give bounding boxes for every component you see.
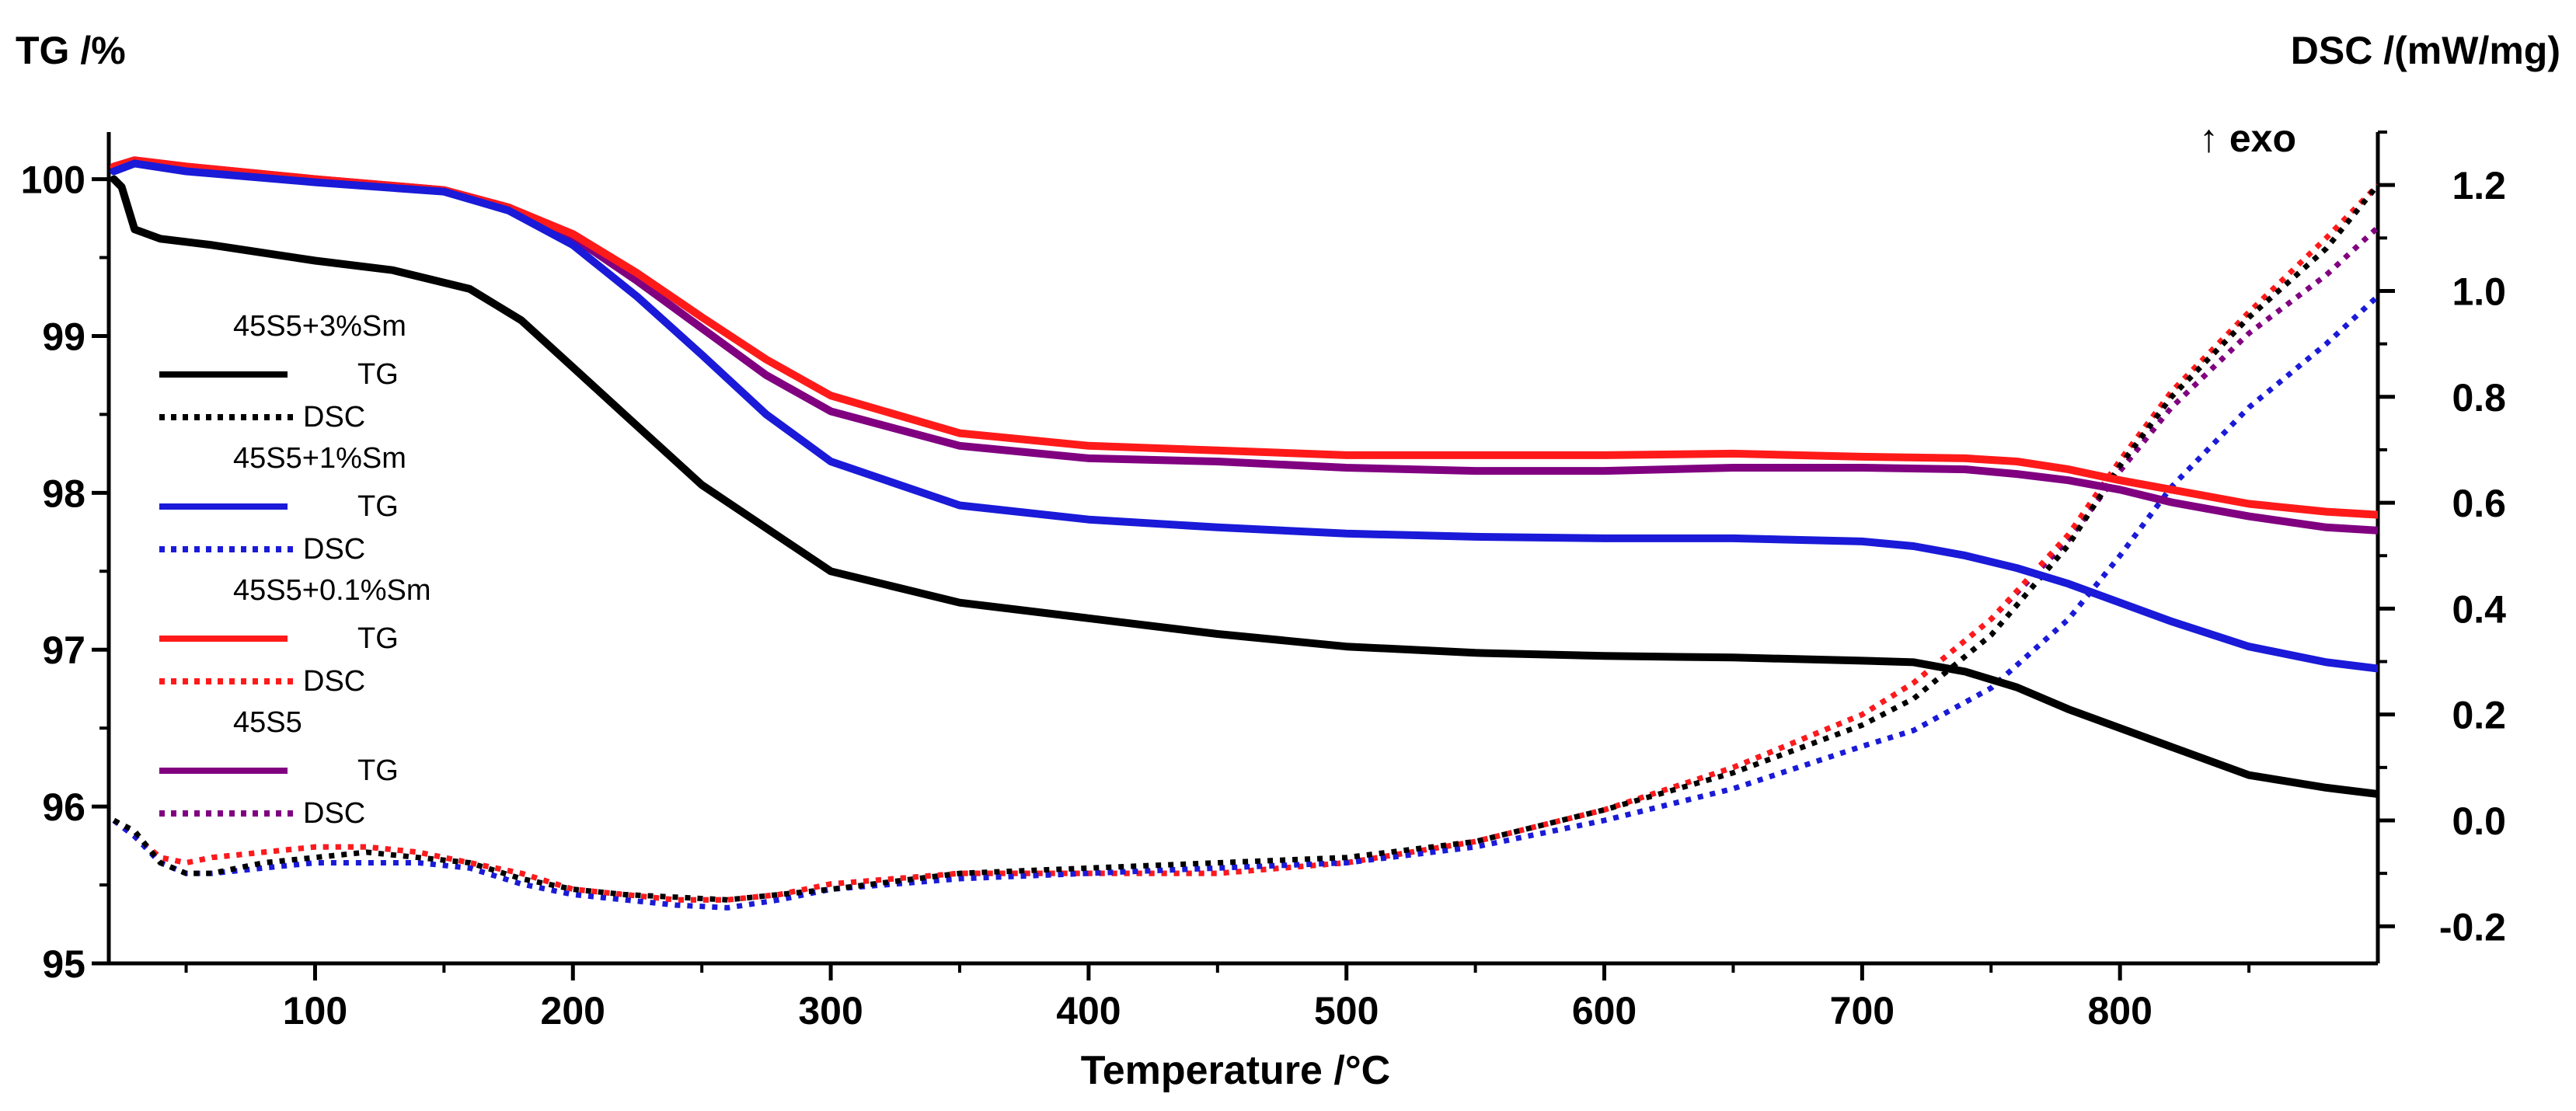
x-axis-ticks: 100 200 300 400 500 600 700 800 bbox=[184, 963, 2251, 1033]
y-right-tick-label: 0.6 bbox=[2452, 482, 2506, 525]
x-tick-label: 500 bbox=[1314, 989, 1379, 1033]
y-left-tick-label: 100 bbox=[21, 158, 85, 202]
y-left-tick-label: 99 bbox=[42, 315, 85, 358]
x-tick-label: 100 bbox=[283, 989, 347, 1033]
y-right-tick-label: 0.4 bbox=[2452, 587, 2506, 631]
series-line-45s5-1-sm-dsc bbox=[112, 294, 2378, 911]
y-right-tick-label: -0.2 bbox=[2439, 905, 2506, 949]
legend-tg-label: TG bbox=[357, 754, 399, 787]
legend-tg-label: TG bbox=[357, 490, 399, 523]
x-tick-label: 800 bbox=[2087, 989, 2152, 1033]
y-right-tick-label: 1.2 bbox=[2452, 164, 2506, 207]
series-line-45s5-3-sm-tg bbox=[110, 175, 2378, 798]
y-axis-left-ticks: 95 96 97 98 99 100 bbox=[21, 158, 109, 986]
series-line-45s5-0-1-sm-dsc bbox=[112, 183, 2378, 903]
y-right-tick-label: 0.8 bbox=[2452, 376, 2506, 420]
x-axis-title: Temperature /°C bbox=[1081, 1048, 1390, 1093]
series-line-45s5-1-sm-tg bbox=[110, 159, 2378, 673]
series-line-45s5-3-sm-dsc bbox=[113, 183, 2378, 903]
x-tick-label: 400 bbox=[1056, 989, 1121, 1033]
y-right-tick-label: 0.0 bbox=[2452, 799, 2506, 843]
y-axis-left-title: TG /% bbox=[16, 29, 126, 72]
y-axis-right-title: DSC /(mW/mg) bbox=[2291, 29, 2560, 72]
y-right-tick-label: 0.2 bbox=[2452, 694, 2506, 737]
y-right-tick-label: 1.0 bbox=[2452, 270, 2506, 313]
legend-sample-label: 45S5+3%Sm bbox=[233, 310, 406, 343]
y-axis-right-ticks: -0.2 0.0 0.2 0.4 0.6 0.8 1.0 1.2 bbox=[2378, 131, 2506, 949]
x-tick-label: 200 bbox=[541, 989, 605, 1033]
legend-tg-label: TG bbox=[357, 358, 399, 391]
series-lines bbox=[110, 156, 2378, 911]
legend-dsc-label: DSC bbox=[303, 665, 365, 698]
legend: 45S5+3%Sm TG DSC 45S5+1%Sm TG DSC 45S5+0.1%Sm T… bbox=[159, 310, 431, 830]
exo-direction-label: ↑ exo bbox=[2199, 117, 2296, 160]
x-tick-label: 300 bbox=[798, 989, 863, 1033]
series-line-45s5-tg bbox=[110, 156, 2378, 535]
y-left-tick-label: 95 bbox=[42, 942, 85, 986]
y-left-tick-label: 97 bbox=[42, 629, 85, 672]
legend-dsc-label: DSC bbox=[303, 797, 365, 830]
legend-sample-label: 45S5+1%Sm bbox=[233, 442, 406, 475]
x-tick-label: 700 bbox=[1830, 989, 1895, 1033]
x-tick-label: 600 bbox=[1572, 989, 1637, 1033]
y-left-tick-label: 96 bbox=[42, 785, 85, 829]
legend-dsc-label: DSC bbox=[303, 533, 365, 566]
legend-sample-label: 45S5 bbox=[233, 706, 302, 739]
legend-dsc-label: DSC bbox=[303, 401, 365, 434]
legend-tg-label: TG bbox=[357, 622, 399, 655]
y-left-tick-label: 98 bbox=[42, 472, 85, 515]
legend-sample-label: 45S5+0.1%Sm bbox=[233, 574, 431, 607]
